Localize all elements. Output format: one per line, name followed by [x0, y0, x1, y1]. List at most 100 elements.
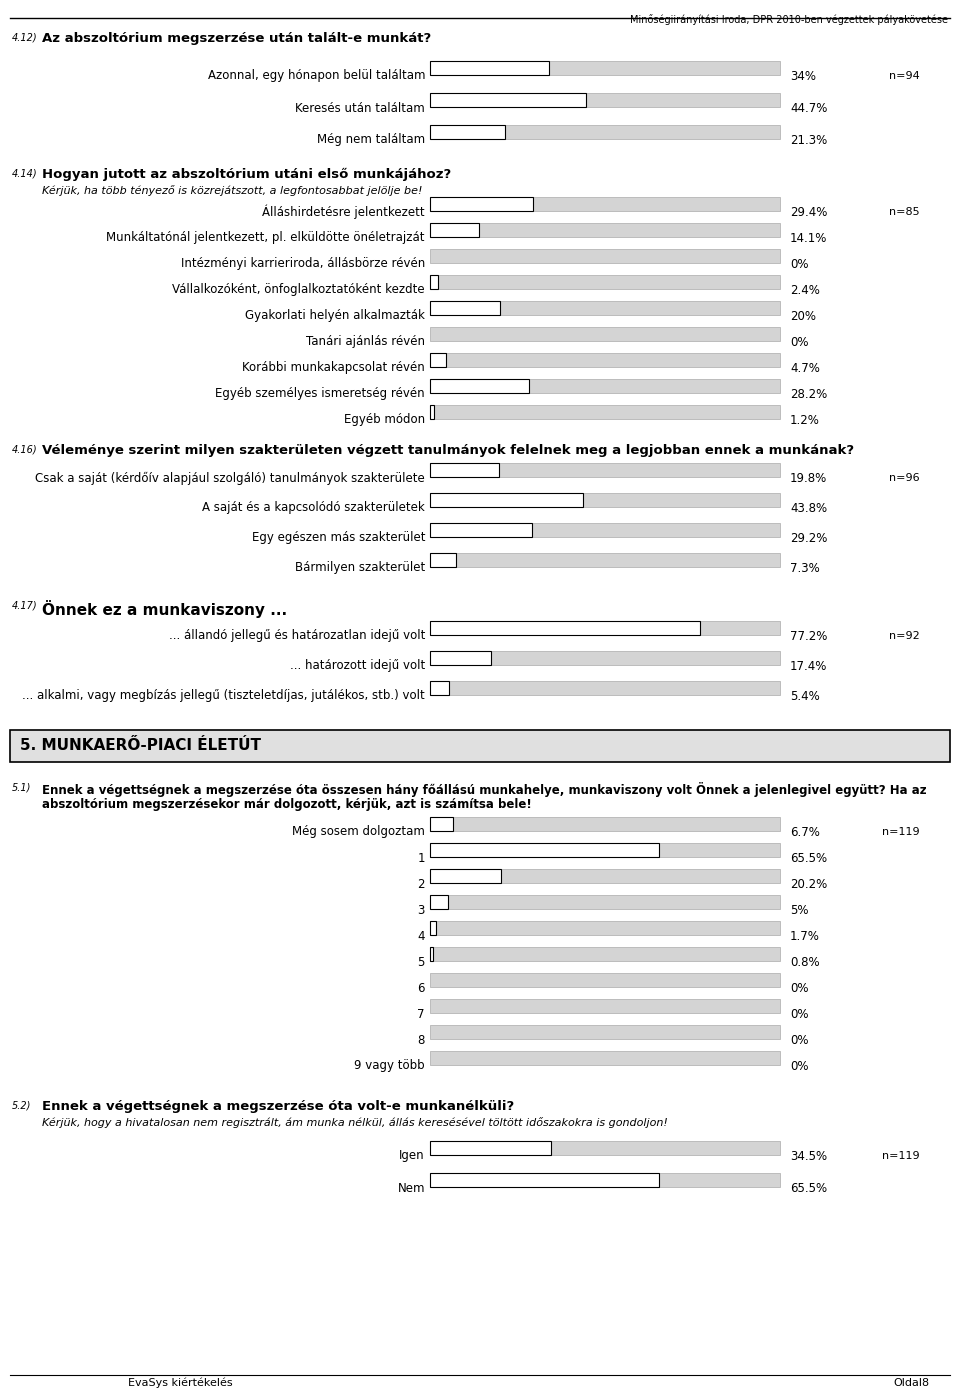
Bar: [430, 681, 449, 695]
Text: 20.2%: 20.2%: [790, 877, 828, 890]
Bar: [430, 353, 446, 367]
Text: n=94: n=94: [889, 71, 920, 81]
Bar: [430, 405, 434, 418]
Text: ... alkalmi, vagy megbízás jellegű (tiszteletdíjas, jutálékos, stb.) volt: ... alkalmi, vagy megbízás jellegű (tisz…: [22, 689, 425, 703]
Text: 4: 4: [418, 929, 425, 943]
Text: Nem: Nem: [397, 1182, 425, 1194]
Bar: [430, 1173, 660, 1187]
Text: EvaSys kiértékelés: EvaSys kiértékelés: [128, 1378, 232, 1388]
Bar: [430, 61, 549, 75]
Text: 1.7%: 1.7%: [790, 929, 820, 943]
Bar: [430, 869, 780, 883]
Text: 17.4%: 17.4%: [790, 660, 828, 672]
Text: 5.1): 5.1): [12, 783, 32, 792]
Text: 20%: 20%: [790, 310, 816, 322]
Text: 6: 6: [418, 982, 425, 995]
Text: Önnek ez a munkaviszony ...: Önnek ez a munkaviszony ...: [42, 600, 287, 618]
Bar: [430, 492, 584, 506]
Text: 43.8%: 43.8%: [790, 501, 828, 515]
Text: Véleménye szerint milyen szakterületen végzett tanulmányok felelnek meg a legjob: Véleménye szerint milyen szakterületen v…: [42, 444, 854, 458]
Text: 0%: 0%: [790, 336, 808, 349]
Bar: [430, 552, 456, 566]
Text: 9 vagy több: 9 vagy több: [354, 1059, 425, 1073]
Text: 2.4%: 2.4%: [790, 283, 820, 297]
Text: 6.7%: 6.7%: [790, 826, 820, 838]
Text: 3: 3: [418, 904, 425, 917]
Text: 44.7%: 44.7%: [790, 102, 828, 114]
Text: 65.5%: 65.5%: [790, 1182, 828, 1194]
Text: 5.4%: 5.4%: [790, 689, 820, 703]
Bar: [430, 353, 780, 367]
Bar: [430, 379, 780, 393]
Text: 4.7%: 4.7%: [790, 361, 820, 374]
Text: 5. MUNKAERŐ-PIACI ÉLETÚT: 5. MUNKAERŐ-PIACI ÉLETÚT: [20, 738, 261, 753]
Text: Korábbi munkakapcsolat révén: Korábbi munkakapcsolat révén: [242, 361, 425, 374]
Text: 0%: 0%: [790, 1034, 808, 1046]
Text: n=119: n=119: [882, 827, 920, 837]
Text: Ennek a végettségnek a megszerzése óta összesen hány főállású munkahelye, munkav: Ennek a végettségnek a megszerzése óta ö…: [42, 783, 926, 797]
Text: Egy egészen más szakterület: Egy egészen más szakterület: [252, 531, 425, 544]
Text: 34%: 34%: [790, 70, 816, 82]
Text: n=92: n=92: [889, 631, 920, 640]
Bar: [430, 93, 587, 107]
Bar: [430, 552, 780, 566]
Bar: [430, 463, 499, 477]
Bar: [430, 651, 780, 665]
Bar: [430, 1025, 780, 1039]
Bar: [430, 463, 780, 477]
Bar: [10, 730, 950, 762]
Text: Minőségiirányítási Iroda, DPR 2010-ben végzettek pályakövetése: Minőségiirányítási Iroda, DPR 2010-ben v…: [630, 14, 948, 25]
Text: n=119: n=119: [882, 1151, 920, 1161]
Text: 4.16): 4.16): [12, 444, 37, 453]
Text: ... határozott idejű volt: ... határozott idejű volt: [290, 660, 425, 672]
Bar: [430, 896, 447, 910]
Bar: [430, 301, 780, 315]
Text: 5%: 5%: [790, 904, 808, 917]
Text: Oldal8: Oldal8: [894, 1378, 930, 1388]
Bar: [430, 379, 529, 393]
Text: 14.1%: 14.1%: [790, 232, 828, 244]
Text: 0%: 0%: [790, 1007, 808, 1021]
Text: 7.3%: 7.3%: [790, 562, 820, 575]
Text: Intézményi karrieriroda, állásbörze révén: Intézményi karrieriroda, állásbörze révé…: [180, 258, 425, 271]
Text: Bármilyen szakterület: Bármilyen szakterület: [295, 562, 425, 575]
Text: 77.2%: 77.2%: [790, 629, 828, 643]
Text: Csak a saját (kérdőív alapjául szolgáló) tanulmányok szakterülete: Csak a saját (kérdőív alapjául szolgáló)…: [36, 472, 425, 484]
Bar: [430, 93, 780, 107]
Text: 29.4%: 29.4%: [790, 205, 828, 219]
Bar: [430, 869, 501, 883]
Text: 1: 1: [418, 851, 425, 865]
Bar: [430, 301, 500, 315]
Bar: [430, 326, 780, 340]
Text: 4.12): 4.12): [12, 32, 37, 42]
Text: 21.3%: 21.3%: [790, 134, 828, 146]
Bar: [430, 126, 780, 140]
Text: 1.2%: 1.2%: [790, 413, 820, 427]
Text: Még sosem dolgoztam: Még sosem dolgoztam: [292, 826, 425, 838]
Text: 0%: 0%: [790, 1059, 808, 1073]
Text: Vállalkozóként, önfoglalkoztatóként kezdte: Vállalkozóként, önfoglalkoztatóként kezd…: [173, 283, 425, 297]
Bar: [430, 1141, 780, 1155]
Bar: [430, 896, 780, 910]
Text: Azonnal, egy hónapon belül találtam: Azonnal, egy hónapon belül találtam: [207, 70, 425, 82]
Bar: [430, 843, 780, 857]
Text: abszoltórium megszerzésekor már dolgozott, kérjük, azt is számítsa bele!: abszoltórium megszerzésekor már dolgozot…: [42, 798, 532, 810]
Bar: [430, 405, 780, 418]
Text: Egyéb módon: Egyéb módon: [344, 413, 425, 427]
Bar: [430, 651, 491, 665]
Text: Keresés után találtam: Keresés után találtam: [296, 102, 425, 114]
Text: 0%: 0%: [790, 982, 808, 995]
Bar: [430, 523, 780, 537]
Bar: [430, 921, 780, 935]
Bar: [430, 197, 780, 211]
Text: Tanári ajánlás révén: Tanári ajánlás révén: [306, 336, 425, 349]
Text: Igen: Igen: [399, 1149, 425, 1162]
Text: 29.2%: 29.2%: [790, 531, 828, 544]
Bar: [430, 921, 436, 935]
Bar: [430, 947, 433, 961]
Bar: [430, 1141, 551, 1155]
Text: 8: 8: [418, 1034, 425, 1046]
Bar: [430, 681, 780, 695]
Text: 0%: 0%: [790, 258, 808, 271]
Bar: [430, 197, 533, 211]
